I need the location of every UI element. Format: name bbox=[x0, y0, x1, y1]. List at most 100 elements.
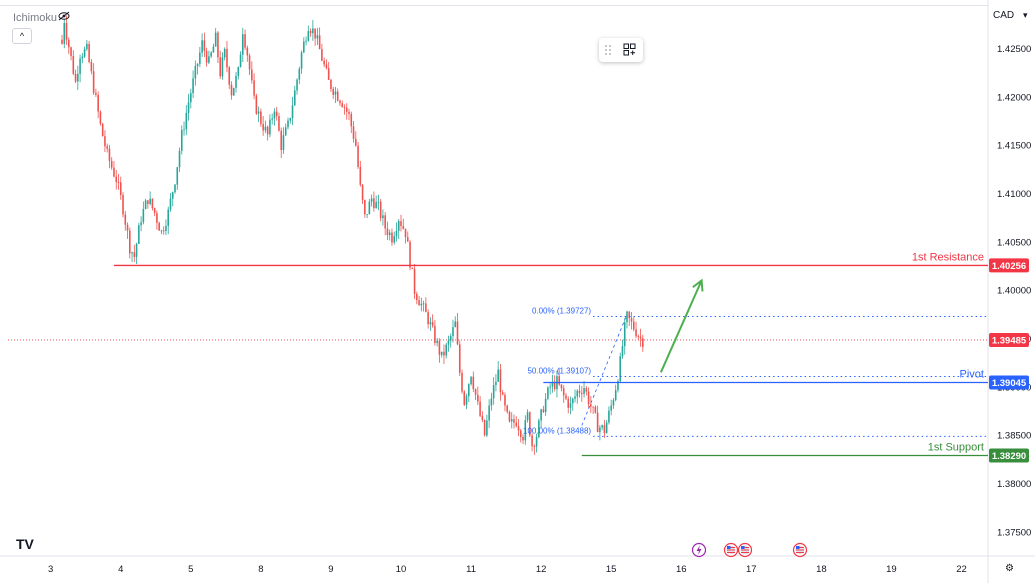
candle-body bbox=[77, 73, 79, 82]
candle-body bbox=[373, 198, 375, 209]
candle-body bbox=[165, 225, 167, 232]
candle-body bbox=[379, 201, 382, 219]
candle-body bbox=[449, 336, 452, 341]
candle-body bbox=[99, 111, 102, 124]
candle-body bbox=[323, 60, 325, 65]
candle-body bbox=[603, 425, 606, 434]
us-flag-icon[interactable] bbox=[792, 542, 808, 558]
candle-body bbox=[513, 419, 515, 423]
candle-body bbox=[83, 49, 86, 57]
candle-body bbox=[499, 369, 502, 393]
candle-body bbox=[522, 437, 524, 441]
candle-body bbox=[364, 200, 366, 215]
candle-body bbox=[571, 398, 574, 404]
candle-body bbox=[599, 427, 601, 433]
candle-body bbox=[510, 419, 513, 422]
time-axis-label: 16 bbox=[676, 564, 687, 575]
collapse-indicators-button[interactable]: ^ bbox=[12, 28, 32, 44]
candle-body bbox=[156, 212, 158, 223]
candle-body bbox=[422, 303, 425, 305]
candle-body bbox=[147, 200, 149, 204]
gear-icon[interactable]: ⚙ bbox=[1005, 563, 1014, 574]
candle-body bbox=[86, 43, 88, 50]
candle-body bbox=[619, 356, 622, 382]
candle-body bbox=[454, 321, 457, 328]
candle-body bbox=[174, 184, 176, 193]
us-flag-icon[interactable] bbox=[723, 542, 739, 558]
candle-body bbox=[382, 215, 384, 219]
candle-body bbox=[284, 127, 287, 136]
candle-body bbox=[526, 412, 529, 421]
chevron-down-icon[interactable]: ▾ bbox=[1023, 10, 1028, 20]
candle-body bbox=[264, 126, 267, 131]
price-axis-label: 1.38500 bbox=[997, 431, 1031, 442]
candle-body bbox=[384, 215, 386, 229]
candle-body bbox=[488, 405, 490, 421]
candle-body bbox=[260, 111, 262, 125]
candle-body bbox=[538, 420, 540, 438]
candle-body bbox=[375, 202, 377, 209]
currency-label[interactable]: CAD bbox=[993, 10, 1015, 21]
candle-body bbox=[348, 111, 350, 114]
candle-body bbox=[524, 420, 527, 441]
candle-body bbox=[244, 34, 246, 48]
candle-body bbox=[544, 398, 547, 413]
time-axis-label: 19 bbox=[886, 564, 897, 575]
candle-body bbox=[481, 415, 484, 420]
candle-body bbox=[519, 430, 522, 438]
candle-body bbox=[585, 388, 588, 392]
candle-body bbox=[138, 225, 140, 244]
candle-body bbox=[248, 55, 251, 70]
candle-body bbox=[266, 126, 269, 135]
indicator-label[interactable]: Ichimoku bbox=[13, 12, 58, 24]
candle-body bbox=[553, 381, 556, 390]
candle-body bbox=[562, 388, 565, 396]
candle-body bbox=[253, 80, 255, 96]
price-axis-label: 1.42000 bbox=[997, 92, 1031, 103]
candle-body bbox=[196, 63, 199, 67]
candle-body bbox=[273, 111, 276, 119]
candle-body bbox=[160, 230, 163, 232]
candle-body bbox=[280, 130, 283, 151]
candle-body bbox=[309, 31, 312, 34]
candle-body bbox=[565, 395, 567, 399]
level-name-label: 1st Support bbox=[928, 441, 984, 453]
time-axis-label: 22 bbox=[956, 564, 967, 575]
candle-body bbox=[228, 67, 231, 85]
candle-body bbox=[409, 241, 411, 268]
candle-body bbox=[438, 340, 441, 355]
candle-body bbox=[312, 28, 314, 34]
candle-body bbox=[531, 435, 533, 447]
candle-body bbox=[90, 62, 93, 72]
price-tag-support bbox=[989, 448, 1029, 463]
lightning-icon[interactable] bbox=[691, 542, 707, 558]
candle-body bbox=[540, 409, 542, 421]
candle-body bbox=[305, 40, 307, 42]
candle-body bbox=[468, 384, 470, 397]
candle-body bbox=[391, 232, 393, 243]
floating-toolbar[interactable] bbox=[599, 38, 643, 62]
candle-body bbox=[601, 425, 603, 428]
candle-body bbox=[140, 222, 142, 226]
candle-body bbox=[490, 398, 493, 406]
candle-body bbox=[560, 384, 563, 389]
candle-body bbox=[169, 198, 172, 210]
us-flag-icon[interactable] bbox=[737, 542, 753, 558]
candle-body bbox=[617, 381, 619, 391]
candle-body bbox=[187, 102, 190, 113]
candle-body bbox=[345, 107, 348, 112]
candle-body bbox=[461, 372, 463, 392]
candle-body bbox=[628, 311, 631, 319]
drag-handle-icon[interactable] bbox=[599, 38, 643, 62]
candle-body bbox=[574, 396, 576, 399]
candle-body bbox=[316, 35, 319, 39]
candle-body bbox=[194, 66, 197, 79]
candle-body bbox=[255, 95, 258, 114]
candle-body bbox=[115, 176, 118, 183]
candle-body bbox=[176, 167, 179, 185]
candle-body bbox=[456, 321, 459, 345]
candle-body bbox=[325, 64, 328, 69]
candle-body bbox=[506, 405, 509, 412]
eye-icon[interactable] bbox=[58, 11, 70, 21]
